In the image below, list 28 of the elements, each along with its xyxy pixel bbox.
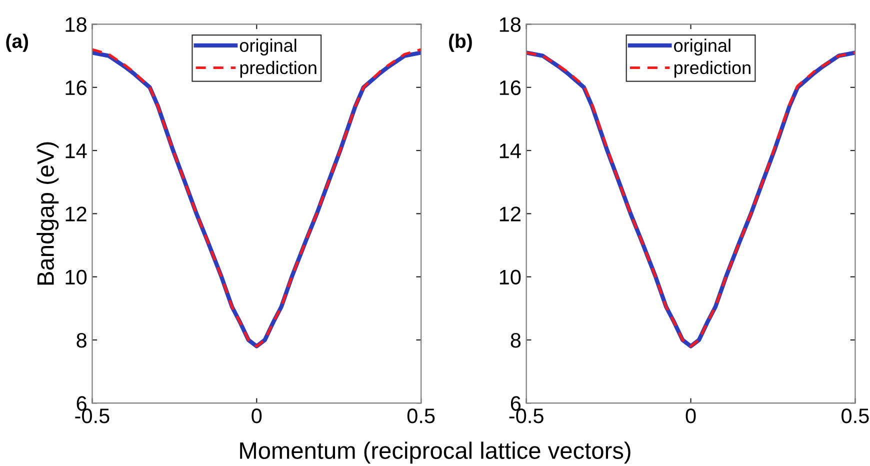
y-tick-label: 10 bbox=[66, 270, 87, 285]
x-tick-label: -0.5 bbox=[75, 408, 110, 424]
x-tick-label: 0.5 bbox=[842, 408, 869, 424]
legend-label: original bbox=[674, 38, 730, 56]
text: (b) bbox=[449, 34, 472, 52]
text: (a) bbox=[6, 34, 28, 52]
legend-label: prediction bbox=[240, 60, 316, 78]
y-tick-label: 12 bbox=[66, 206, 86, 222]
x-axis-title: Momentum (reciprocal lattice vectors) bbox=[240, 442, 630, 464]
y-tick-label: 8 bbox=[510, 332, 521, 348]
y-tick-label: 18 bbox=[500, 17, 521, 32]
legend-label: prediction bbox=[674, 60, 750, 78]
y-tick-label: 16 bbox=[66, 80, 86, 96]
y-tick-label: 10 bbox=[500, 270, 521, 285]
y-tick-label: 18 bbox=[66, 17, 86, 32]
y-axis-title: Bandgap (eV) bbox=[36, 142, 59, 285]
y-tick-label: 6 bbox=[76, 396, 86, 411]
x-tick-label: 0.5 bbox=[407, 408, 435, 424]
y-tick-label: 14 bbox=[500, 144, 521, 158]
y-tick-label: 14 bbox=[66, 144, 87, 158]
y-tick-label: 6 bbox=[510, 396, 521, 411]
x-tick-label: -0.5 bbox=[509, 408, 544, 424]
y-tick-label: 8 bbox=[76, 332, 86, 348]
legend-label: original bbox=[240, 38, 296, 56]
y-tick-label: 12 bbox=[500, 206, 520, 222]
y-tick-label: 16 bbox=[500, 80, 521, 96]
x-tick-label: 0 bbox=[252, 408, 262, 424]
x-tick-label: 0 bbox=[686, 408, 696, 424]
